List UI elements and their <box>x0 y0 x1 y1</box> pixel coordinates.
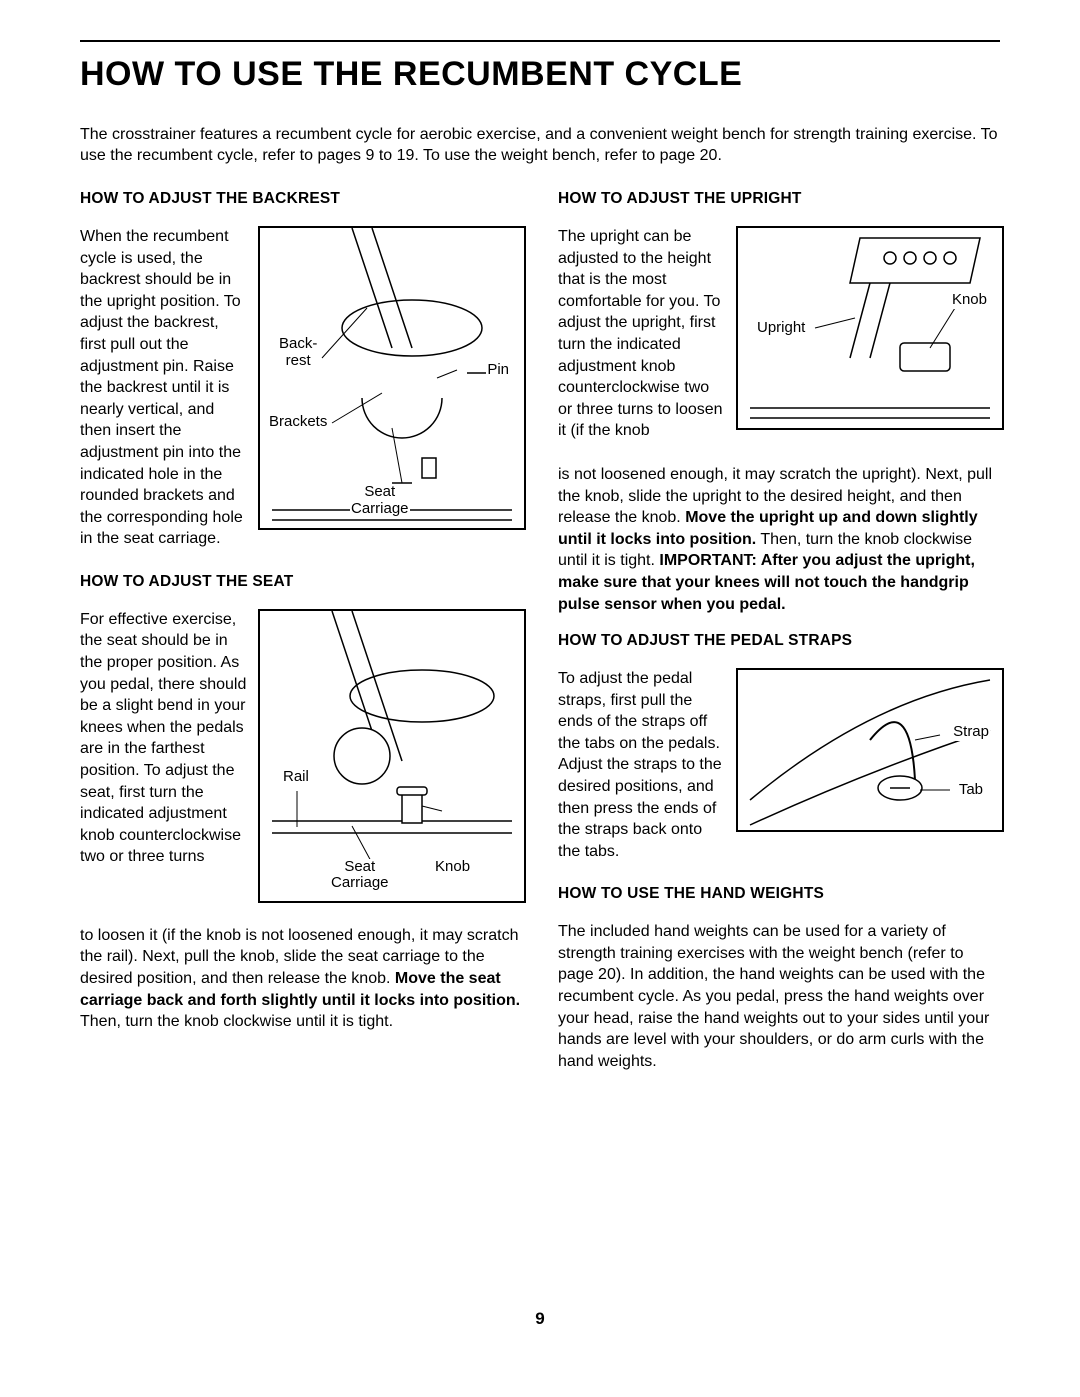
backrest-block: When the recumbent cycle is used, the ba… <box>80 226 522 550</box>
page-number: 9 <box>80 1308 1000 1331</box>
upright-heading: HOW TO ADJUST THE UPRIGHT <box>558 189 1000 210</box>
straps-figure: Strap Tab <box>736 668 1004 832</box>
straps-text: To adjust the pedal straps, first pull t… <box>558 668 726 862</box>
upright-text-2: is not loosened enough, it may scratch t… <box>558 464 1000 615</box>
seat-heading: HOW TO ADJUST THE SEAT <box>80 572 522 593</box>
page: HOW TO USE THE RECUMBENT CYCLE The cross… <box>80 40 1000 1331</box>
hand-heading: HOW TO USE THE HAND WEIGHTS <box>558 884 1000 905</box>
hand-text: The included hand weights can be used fo… <box>558 921 1000 1072</box>
upright-diagram-svg <box>738 228 1002 428</box>
straps-block: To adjust the pedal straps, first pull t… <box>558 668 1000 862</box>
two-column-layout: HOW TO ADJUST THE BACKREST When the recu… <box>80 189 1000 1088</box>
page-title: HOW TO USE THE RECUMBENT CYCLE <box>80 52 1000 98</box>
top-rule <box>80 40 1000 42</box>
upright-text-1: The upright can be adjusted to the heigh… <box>558 226 726 442</box>
upright-block: The upright can be adjusted to the heigh… <box>558 226 1000 442</box>
seat-block: For effective exercise, the seat should … <box>80 609 522 903</box>
backrest-heading: HOW TO ADJUST THE BACKREST <box>80 189 522 210</box>
backrest-diagram-svg <box>260 228 524 528</box>
straps-diagram-svg <box>738 670 1002 830</box>
left-column: HOW TO ADJUST THE BACKREST When the recu… <box>80 189 522 1088</box>
seat-figure: Rail Seat Carriage Knob <box>258 609 526 903</box>
upright-figure: Upright Knob <box>736 226 1004 430</box>
seat-text-1: For effective exercise, the seat should … <box>80 609 248 903</box>
backrest-figure: Back- rest Pin Brackets Seat Carriage <box>258 226 526 530</box>
right-column: HOW TO ADJUST THE UPRIGHT The upright ca… <box>558 189 1000 1088</box>
straps-heading: HOW TO ADJUST THE PEDAL STRAPS <box>558 631 1000 652</box>
seat-text-2c: Then, turn the knob clockwise until it i… <box>80 1013 393 1030</box>
backrest-text: When the recumbent cycle is used, the ba… <box>80 226 248 550</box>
seat-diagram-svg <box>260 611 524 901</box>
seat-text-2: to loosen it (if the knob is not loosene… <box>80 925 522 1033</box>
intro-paragraph: The crosstrainer features a recumbent cy… <box>80 124 1000 167</box>
